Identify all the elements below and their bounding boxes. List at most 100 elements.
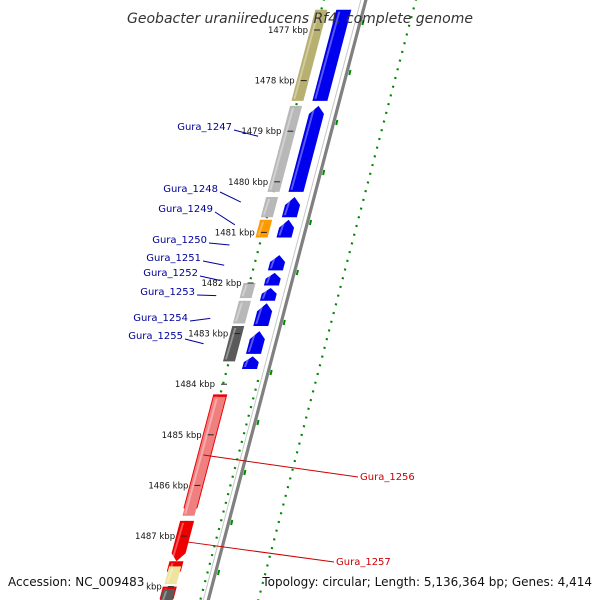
gene-feature-shine [241,285,248,297]
gene-feature[interactable] [260,196,279,218]
feature-track [159,9,352,600]
gene-feature-body[interactable] [164,566,182,585]
gene-feature[interactable] [159,589,176,600]
gene-feature-body[interactable] [276,219,295,238]
gene-label-text[interactable]: Gura_1255 [128,331,183,342]
gc-dash [230,519,234,526]
gene-feature-shine [243,358,250,368]
gene-label-text[interactable]: Gura_1249 [158,204,213,215]
gene-feature-body[interactable] [245,331,265,354]
gene-feature[interactable] [182,396,226,516]
gene-feature-body[interactable] [253,303,273,327]
gc-dash [308,219,313,226]
gene-feature-shine [234,302,243,322]
gene-feature-shine [261,290,268,299]
gene-label-leader [203,454,359,478]
kbp-tick-label: 1477 kbp [268,26,308,36]
gene-feature-body[interactable] [267,255,286,271]
gc-dash [348,69,352,76]
gene-label[interactable]: Gura_1248 [163,184,242,203]
gc-dots-inner [199,379,260,600]
gene-label-text[interactable]: Gura_1257 [336,557,391,568]
gc-dash [256,419,260,426]
gene-feature[interactable] [267,255,286,271]
gene-label[interactable]: Gura_1257 [180,540,391,568]
kbp-scale: 1477 kbp 1478 kbp 1479 kbp 1480 kbp 1481 kbp… [135,26,320,593]
gene-feature-body[interactable] [263,272,281,286]
gene-feature-body[interactable] [288,105,324,192]
gene-feature[interactable] [259,288,277,301]
map-title: Geobacter uraniireducens Rf4, complete g… [127,11,473,27]
kbp-tick-label: 1481 kbp [215,228,255,238]
gene-feature[interactable] [253,303,273,327]
gene-feature-shine [269,257,276,269]
gene-feature-body[interactable] [255,219,273,238]
gene-label-text[interactable]: Gura_1256 [360,472,415,483]
gene-label[interactable]: Gura_1247 [177,122,259,137]
gene-feature[interactable] [245,331,265,354]
gene-feature-body[interactable] [312,9,352,101]
gene-feature[interactable] [239,283,256,299]
gene-feature-body[interactable] [182,396,226,516]
gene-feature-body[interactable] [259,288,277,301]
gene-label-leader [196,294,217,297]
gene-feature-body[interactable] [222,326,245,362]
gene-label[interactable]: Gura_1253 [140,287,217,298]
gene-label-text[interactable]: Gura_1248 [163,184,218,195]
gene-label[interactable]: Gura_1255 [128,331,204,345]
gene-feature[interactable] [281,196,301,218]
gene-label-text[interactable]: Gura_1251 [146,253,201,264]
gene-feature-shine [262,198,271,216]
backbone-track [202,0,368,600]
gene-feature[interactable] [263,272,281,286]
gene-feature-shine [283,198,292,216]
gene-feature[interactable] [164,566,182,585]
gene-feature-body[interactable] [241,356,259,370]
gene-label[interactable]: Gura_1250 [152,235,230,246]
gene-feature-shine [257,221,265,236]
kbp-tick-label: 1486 kbp [148,481,188,491]
gene-feature[interactable] [255,219,273,238]
gene-feature-shine [166,568,174,583]
gene-label[interactable]: Gura_1249 [158,204,236,226]
gene-feature-body[interactable] [281,196,301,218]
gene-feature[interactable] [312,9,352,101]
gene-feature-shine [290,107,316,190]
gene-label-leader [184,338,204,345]
gene-label-text[interactable]: Gura_1252 [143,268,198,279]
gene-label-text[interactable]: Gura_1253 [140,287,195,298]
gene-label-leader [199,275,221,281]
gene-label-leader [219,191,242,203]
gene-feature-body[interactable] [239,283,256,299]
gene-label-text[interactable]: Gura_1247 [177,122,232,133]
gene-feature[interactable] [222,326,245,362]
gene-label[interactable]: Gura_1251 [146,253,225,266]
gene-label-text[interactable]: Gura_1250 [152,235,207,246]
gene-feature-body[interactable] [260,196,279,218]
gene-feature-shine [278,221,286,236]
accession-text: Accession: NC_009483 [8,575,144,589]
gene-feature[interactable] [232,300,251,324]
gene-feature-body[interactable] [232,300,251,324]
gene-label[interactable]: Gura_1256 [203,454,415,483]
kbp-tick-label: 1478 kbp [255,77,295,87]
kbp-tick-label: 1479 kbp [241,127,281,137]
gene-feature-shine [293,11,320,99]
gc-dash [282,319,286,326]
gene-feature-shine [265,274,272,284]
gene-feature-body[interactable] [159,589,176,600]
gene-label-leader [233,129,259,137]
gene-feature[interactable] [291,9,328,101]
gene-feature[interactable] [267,105,303,192]
gene-label[interactable]: Gura_1252 [143,268,221,281]
gene-label[interactable]: Gura_1254 [133,313,211,324]
gene-feature-body[interactable] [267,105,303,192]
gene-feature-body[interactable] [291,9,328,101]
gene-feature[interactable] [288,105,324,192]
gene-feature[interactable] [276,219,295,238]
gc-dash [361,19,365,26]
gene-feature[interactable] [241,356,259,370]
gc-dash [335,119,339,126]
gene-label-text[interactable]: Gura_1254 [133,313,188,324]
kbp-tick-label: 1487 kbp [135,532,175,542]
